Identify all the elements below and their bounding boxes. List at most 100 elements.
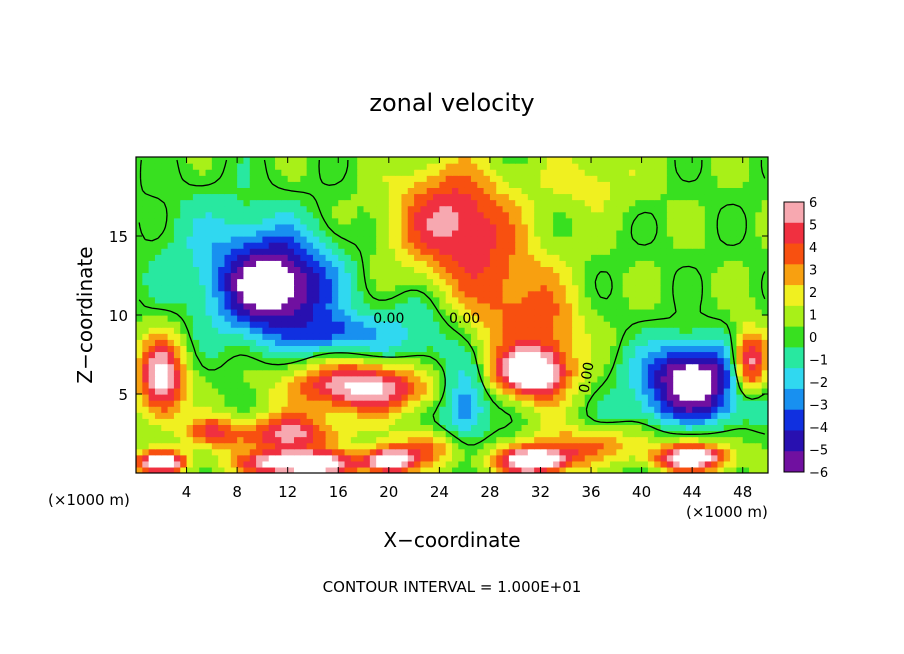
field-cell [553,369,561,377]
field-cell [679,181,687,188]
field-cell [173,430,181,438]
field-cell [540,333,548,340]
field-cell [521,229,529,237]
field-cell [363,205,371,213]
field-cell [470,284,478,292]
field-cell [243,296,251,304]
field-cell [319,169,327,176]
field-cell [294,406,301,413]
field-cell [325,424,333,432]
field-cell [445,187,453,195]
field-cell [211,199,219,207]
field-cell [723,424,731,432]
field-cell [553,345,561,353]
field-cell [654,381,662,389]
field-cell [439,466,447,473]
field-cell [350,175,358,182]
field-cell [685,424,693,432]
field-cell [262,229,270,237]
field-cell [262,199,270,207]
field-cell [154,223,162,231]
field-cell [704,466,712,473]
field-cell [603,236,611,243]
field-cell [591,430,598,438]
field-cell [755,351,763,359]
field-cell [540,448,548,456]
field-cell [584,260,592,267]
field-cell [660,169,668,176]
field-cell [142,339,150,346]
field-cell [502,345,510,353]
field-cell [312,169,320,176]
field-cell [616,290,624,298]
field-cell [616,272,624,280]
field-cell [597,394,605,401]
field-cell [749,187,756,195]
field-cell [275,351,282,359]
field-cell [749,205,756,213]
field-cell [382,418,390,425]
field-cell [742,278,750,286]
field-cell [736,381,744,389]
field-cell [180,205,188,213]
field-cell [275,460,282,468]
field-cell [407,369,415,377]
field-cell [331,242,339,249]
field-cell [534,406,542,413]
field-cell [325,236,333,243]
field-cell [565,266,573,274]
field-cell [344,315,352,322]
field-cell [287,248,295,255]
field-cell [470,260,478,267]
field-cell [300,181,308,188]
field-cell [679,418,687,425]
field-cell [515,400,523,407]
field-cell [142,327,150,334]
field-cell [230,400,238,407]
field-cell [698,242,706,249]
field-cell [338,254,346,261]
field-cell [483,321,491,328]
field-cell [452,296,459,304]
field-cell [521,284,529,292]
field-cell [275,333,282,340]
field-cell [287,466,295,473]
field-cell [755,436,763,444]
field-cell [616,211,624,219]
field-cell [350,315,358,322]
field-cell [224,229,232,237]
field-cell [452,254,459,261]
field-cell [572,466,579,473]
field-cell [534,266,542,274]
field-cell [445,290,453,298]
field-cell [376,454,384,462]
field-cell [540,418,548,425]
field-cell [540,436,548,444]
field-cell [154,211,162,219]
field-cell [136,363,143,371]
field-cell [559,236,567,243]
field-cell [363,290,371,298]
field-cell [211,254,219,261]
field-cell [148,448,156,456]
field-cell [180,394,188,401]
field-cell [622,175,630,182]
field-cell [237,412,245,419]
field-cell [527,223,535,231]
field-cell [685,345,693,353]
field-cell [452,272,459,280]
field-cell [338,363,346,371]
field-cell [268,254,276,261]
field-cell [357,339,365,346]
field-cell [369,248,377,255]
field-cell [230,272,238,280]
field-cell [666,454,674,462]
field-cell [647,381,655,389]
field-cell [597,369,605,377]
field-cell [489,321,497,328]
field-cell [420,260,428,267]
field-cell [262,345,270,353]
field-cell [319,260,327,267]
field-cell [357,406,365,413]
field-cell [395,351,403,359]
